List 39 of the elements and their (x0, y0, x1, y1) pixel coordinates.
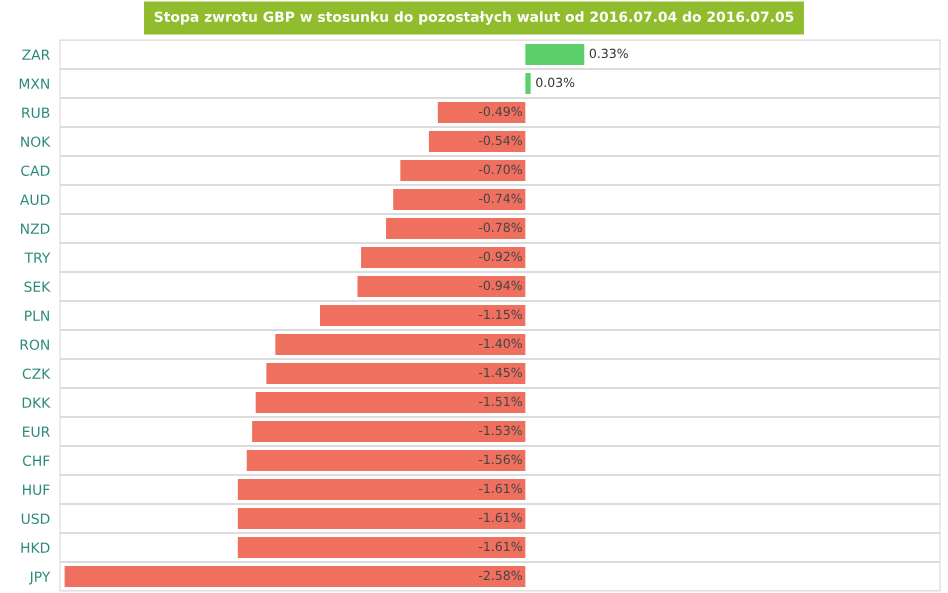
y-tick-label: SEK (24, 281, 51, 292)
y-tick-label: DKK (22, 398, 51, 408)
data-label: -0.49% (478, 106, 522, 116)
y-tick-label: HUF (23, 484, 50, 495)
y-tick-label: HKD (21, 542, 50, 553)
y-tick-label: JPY (28, 572, 50, 585)
data-label: -1.53% (478, 426, 522, 436)
y-tick-label: CAD (21, 165, 50, 176)
y-tick-label: RON (20, 339, 49, 350)
data-label: 0.03% (536, 78, 574, 88)
y-tick-label: CZK (22, 368, 51, 379)
data-label: -1.45% (478, 368, 522, 378)
y-tick-label: NZD (21, 224, 50, 234)
y-tick-label: AUD (20, 194, 50, 205)
chart-title: Stopa zwrotu GBP w stosunku do pozostałych walut od 2016.07.04 do 2016.07.05 (154, 11, 794, 25)
data-label: -0.70% (478, 164, 522, 174)
data-label: -0.78% (478, 222, 522, 232)
data-label: -1.61% (478, 542, 522, 552)
data-label: -2.58% (478, 570, 522, 580)
y-tick-label: NOK (21, 136, 51, 147)
data-label: -1.56% (478, 454, 522, 464)
y-tick-label: PLN (25, 310, 49, 321)
data-label: -1.61% (478, 484, 522, 494)
y-tick-label: TRY (24, 252, 50, 263)
y-tick-label: ZAR (22, 50, 50, 60)
y-tick-label: RUB (22, 108, 50, 118)
y-tick-label: MXN (20, 78, 49, 89)
y-tick-label: EUR (23, 426, 50, 437)
data-label: -1.15% (478, 310, 522, 320)
data-label: -0.74% (478, 194, 522, 204)
data-label: -0.54% (478, 136, 522, 146)
data-label: 0.33% (590, 48, 628, 58)
y-tick-label: CHF (22, 455, 50, 466)
y-tick-label: USD (22, 513, 50, 524)
data-label: -1.51% (478, 396, 522, 406)
data-label: -0.94% (478, 280, 522, 290)
data-label: -1.40% (478, 338, 522, 348)
data-label: -0.92% (478, 252, 522, 262)
data-label: -1.61% (478, 512, 522, 522)
